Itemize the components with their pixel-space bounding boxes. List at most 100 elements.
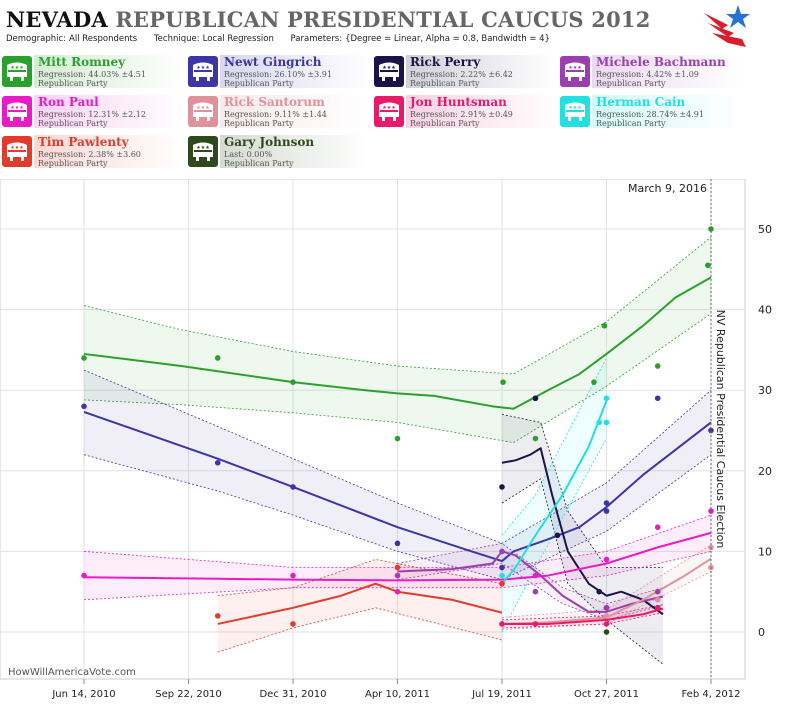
point-rick-santorum [603, 613, 610, 619]
elephant-icon: ★★★ [374, 56, 404, 87]
candidate-stat: Regression: 26.10% ±3.91 [224, 70, 332, 79]
svg-text:★★★: ★★★ [568, 65, 582, 71]
legend-gradient [34, 55, 184, 88]
param-key: Demographic: [6, 34, 67, 44]
candidate-name: Rick Perry [410, 55, 481, 69]
candidate-party: Republican Party [224, 159, 294, 168]
candidate-stat: Regression: 4.42% ±1.09 [596, 70, 699, 79]
point-mitt-romney [705, 262, 711, 269]
elephant-icon: ★★★ [2, 136, 32, 167]
band-upper-newt-gingrich [83, 369, 712, 544]
legend-item-jon-huntsman[interactable]: ★★★ Jon Huntsman Regression: 2.91% ±0.49 Re… [372, 94, 558, 129]
legend-gradient [592, 55, 742, 88]
legend-item-tim-pawlenty[interactable]: ★★★ Tim Pawlenty Regression: 2.38% ±3.60 Re… [0, 134, 186, 169]
point-herman-cain [499, 572, 505, 579]
point-jon-huntsman [532, 621, 539, 627]
point-ron-paul [290, 572, 296, 579]
y-tick-label: 40 [758, 304, 772, 317]
legend-item-gary-johnson[interactable]: ★★★ Gary Johnson Last: 0.00% Republican Par… [186, 134, 372, 169]
x-tick-label: Dec 31, 2010 [259, 689, 326, 700]
candidate-party: Republican Party [410, 79, 480, 88]
candidate-name: Jon Huntsman [410, 95, 507, 109]
band-lower-mitt-romney [83, 313, 712, 444]
band-lower-ron-paul [83, 551, 712, 601]
point-rick-perry [554, 532, 561, 539]
point-rick-santorum [654, 596, 661, 603]
site-logo[interactable] [698, 3, 750, 49]
line-ron-paul [83, 531, 712, 582]
band-herman-cain [502, 357, 607, 632]
legend-gradient [592, 95, 742, 128]
point-mitt-romney [290, 379, 296, 385]
candidate-party: Republican Party [596, 119, 666, 128]
elephant-icon: ★★★ [2, 56, 32, 87]
elephant-icon: ★★★ [2, 96, 32, 127]
legend-item-rick-perry[interactable]: ★★★ Rick Perry Regression: 2.22% ±6.42 Repu… [372, 54, 558, 89]
candidate-name: Rick Santorum [224, 95, 325, 109]
param-key: Technique: [153, 34, 200, 44]
point-michele-bachmann [394, 572, 401, 579]
param-value: {Degree = Linear, Alpha = 0.8, Bandwidth… [345, 34, 550, 44]
point-mitt-romney [532, 435, 539, 442]
line-rick-santorum [501, 557, 712, 625]
candidate-name: Tim Pawlenty [38, 135, 129, 149]
legend-item-mitt-romney[interactable]: ★★★ Mitt Romney Regression: 44.03% ±4.51 Re… [0, 54, 186, 89]
candidate-name: Gary Johnson [224, 135, 315, 149]
band-lower-michele-bachmann [397, 563, 664, 621]
point-newt-gingrich [290, 484, 296, 490]
candidate-party: Republican Party [38, 79, 108, 88]
title-state: NEVADA [6, 7, 108, 32]
legend-item-herman-cain[interactable]: ★★★ Herman Cain Regression: 28.74% ±4.91 Re… [558, 94, 744, 129]
y-tick-label: 50 [758, 223, 772, 236]
header: NEVADA REPUBLICAN PRESIDENTIAL CAUCUS 20… [0, 0, 789, 50]
candidate-party: Republican Party [410, 119, 480, 128]
y-axis-ticks: 0 10 20 30 40 50 [758, 223, 772, 639]
point-michele-bachmann [532, 588, 539, 595]
legend-gradient [34, 135, 184, 168]
candidate-party: Republican Party [224, 119, 294, 128]
svg-text:★★★: ★★★ [568, 105, 582, 111]
point-mitt-romney [500, 379, 506, 385]
candidate-stat: Regression: 12.31% ±2.12 [38, 110, 146, 119]
legend-gradient [220, 55, 370, 88]
regression-lines [83, 276, 712, 625]
line-mitt-romney [83, 276, 712, 410]
candidate-party: Republican Party [596, 79, 666, 88]
point-newt-gingrich [603, 508, 610, 514]
legend-gradient [220, 135, 370, 168]
x-tick-label: Sep 22, 2010 [155, 689, 222, 700]
legend-item-rick-santorum[interactable]: ★★★ Rick Santorum Regression: 9.11% ±1.44 R… [186, 94, 372, 129]
line-tim-pawlenty [217, 582, 503, 625]
point-tim-pawlenty [214, 613, 221, 619]
svg-text:★★★: ★★★ [382, 105, 396, 111]
candidate-name: Newt Gingrich [224, 55, 322, 69]
today-label: March 9, 2016 [628, 182, 707, 195]
legend-item-ron-paul[interactable]: ★★★ Ron Paul Regression: 12.31% ±2.12 Repub… [0, 94, 186, 129]
point-tim-pawlenty [394, 564, 401, 571]
candidate-name: Herman Cain [596, 95, 686, 109]
point-newt-gingrich [81, 403, 87, 410]
plot-area [0, 179, 746, 680]
point-rick-perry [596, 588, 602, 595]
svg-text:★★★: ★★★ [382, 65, 396, 71]
point-newt-gingrich [603, 500, 610, 506]
x-tick-label: Apr 10, 2011 [365, 689, 430, 700]
candidate-legend: ★★★ Mitt Romney Regression: 44.03% ±4.51 Re… [0, 54, 789, 174]
point-mitt-romney [654, 363, 661, 369]
point-newt-gingrich [394, 540, 401, 547]
point-ron-paul [81, 572, 87, 579]
point-newt-gingrich [708, 427, 714, 434]
candidate-party: Republican Party [38, 159, 108, 168]
band-upper-ron-paul [83, 514, 712, 568]
y-tick-label: 20 [758, 465, 772, 478]
legend-item-michele-bachmann[interactable]: ★★★ Michele Bachmann Regression: 4.42% ±1.… [558, 54, 744, 89]
legend-item-newt-gingrich[interactable]: ★★★ Newt Gingrich Regression: 26.10% ±3.91… [186, 54, 372, 89]
point-herman-cain [603, 395, 610, 402]
point-mitt-romney [591, 379, 597, 385]
point-newt-gingrich [654, 395, 661, 402]
band-tim-pawlenty [217, 559, 502, 653]
point-newt-gingrich [499, 564, 505, 571]
y-tick-label: 10 [758, 545, 772, 558]
point-jon-huntsman [499, 621, 505, 627]
band-lower-herman-cain [501, 438, 607, 633]
